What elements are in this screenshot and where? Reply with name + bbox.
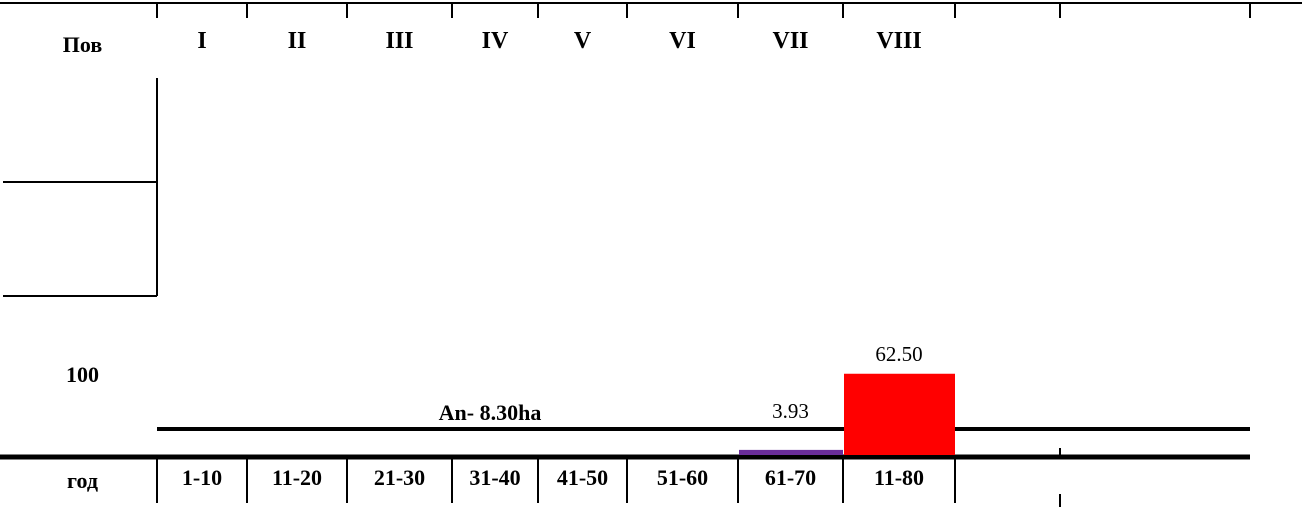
age-range-7: 61-70 (764, 465, 817, 490)
class-label-iii: III (385, 27, 414, 54)
bar-vii (739, 449, 843, 455)
value-label-vii: 3.93 (772, 398, 809, 423)
age-range-1: 1-10 (181, 465, 223, 490)
bars-group (739, 373, 955, 455)
age-range-3: 21-30 (373, 465, 426, 490)
class-label-vii: VII (772, 27, 809, 54)
class-label-i: I (197, 27, 207, 54)
class-label-viii: VIII (876, 27, 922, 54)
header-label: Пов (62, 32, 103, 57)
scale-label: 100 (66, 362, 99, 387)
age-range-2: 11-20 (271, 465, 323, 490)
area-annotation: An- 8.30ha (438, 400, 542, 425)
class-label-vi: VI (669, 27, 696, 54)
bar-viii (844, 373, 955, 455)
age-range-4: 31-40 (469, 465, 521, 490)
age-range-6: 51-60 (656, 465, 709, 490)
class-label-ii: II (287, 27, 307, 54)
class-label-iv: IV (481, 27, 509, 54)
value-label-viii: 62.50 (875, 342, 923, 367)
class-label-v: V (573, 27, 592, 54)
age-range-5: 41-50 (556, 465, 609, 490)
age-range-8: 11-80 (873, 465, 925, 490)
row-label: год (67, 468, 98, 493)
